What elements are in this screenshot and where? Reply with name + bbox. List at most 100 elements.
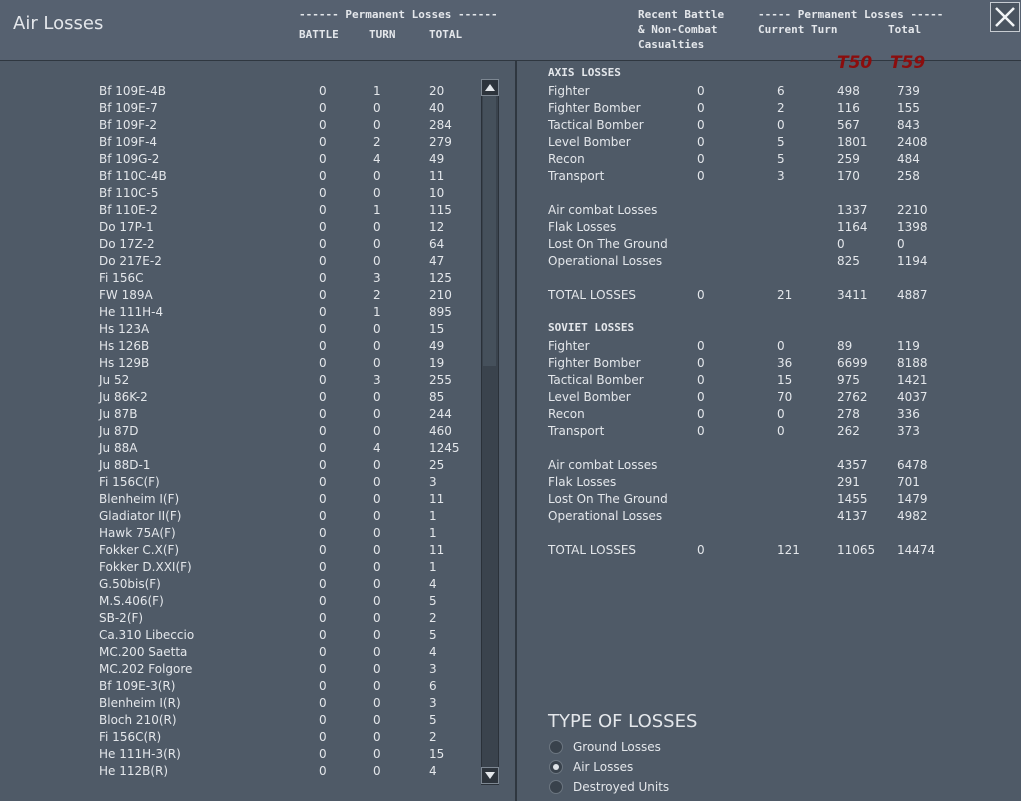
loss-count: 0 xyxy=(697,390,705,404)
loss-count: 1479 xyxy=(897,492,928,506)
loss-count: 0 xyxy=(319,526,327,540)
loss-count: 284 xyxy=(429,118,452,132)
column-group-header: ------ Permanent Losses ------ xyxy=(299,8,498,21)
loss-count: 0 xyxy=(697,152,705,166)
loss-count: 25 xyxy=(429,458,445,472)
loss-count: 278 xyxy=(837,407,860,421)
aircraft-name: Bf 109E-7 xyxy=(99,101,158,115)
category-label: Flak Losses xyxy=(548,220,617,234)
aircraft-name: M.S.406(F) xyxy=(99,594,164,608)
loss-count: 0 xyxy=(697,101,705,115)
aircraft-name: He 112B(R) xyxy=(99,764,169,778)
loss-count: 0 xyxy=(373,220,381,234)
loss-count: 0 xyxy=(697,339,705,353)
loss-count: 0 xyxy=(373,662,381,676)
scrollbar-thumb[interactable] xyxy=(483,96,496,366)
category-label: Tactical Bomber xyxy=(548,373,644,387)
loss-count: 1421 xyxy=(897,373,928,387)
loss-count: 0 xyxy=(319,730,327,744)
loss-count: 0 xyxy=(319,475,327,489)
loss-count: 0 xyxy=(777,407,785,421)
loss-count: 5 xyxy=(429,628,437,642)
category-label: Level Bomber xyxy=(548,135,631,149)
section-title: AXIS LOSSES xyxy=(548,66,621,79)
loss-count: 4 xyxy=(429,764,437,778)
scroll-up[interactable] xyxy=(481,79,499,96)
aircraft-name: Blenheim I(R) xyxy=(99,696,181,710)
column-header: BATTLE xyxy=(299,28,339,41)
loss-count: 0 xyxy=(319,696,327,710)
loss-count: 4357 xyxy=(837,458,868,472)
loss-count: 85 xyxy=(429,390,445,404)
loss-count: 3 xyxy=(373,373,381,387)
loss-count: 0 xyxy=(373,628,381,642)
aircraft-name: Bf 109G-2 xyxy=(99,152,160,166)
radio-button[interactable] xyxy=(549,760,563,774)
loss-count: 115 xyxy=(429,203,452,217)
radio-label[interactable]: Ground Losses xyxy=(573,740,661,754)
aircraft-name: Do 17P-1 xyxy=(99,220,154,234)
loss-count: 262 xyxy=(837,424,860,438)
total-count: 11065 xyxy=(837,543,876,557)
loss-count: 843 xyxy=(897,118,920,132)
aircraft-name: Ca.310 Libeccio xyxy=(99,628,195,642)
category-label: Flak Losses xyxy=(548,475,617,489)
loss-count: 0 xyxy=(697,356,705,370)
loss-count: 0 xyxy=(697,135,705,149)
loss-count: 739 xyxy=(897,84,920,98)
aircraft-name: Gladiator II(F) xyxy=(99,509,182,523)
radio-button[interactable] xyxy=(549,740,563,754)
loss-count: 0 xyxy=(697,373,705,387)
loss-count: 0 xyxy=(319,186,327,200)
loss-count: 291 xyxy=(837,475,860,489)
loss-count: 0 xyxy=(373,543,381,557)
loss-count: 0 xyxy=(373,713,381,727)
loss-count: 64 xyxy=(429,237,445,251)
loss-count: 12 xyxy=(429,220,445,234)
loss-count: 0 xyxy=(373,390,381,404)
category-label: Recon xyxy=(548,152,585,166)
category-label: Recon xyxy=(548,407,585,421)
category-label: Transport xyxy=(548,424,605,438)
loss-count: 0 xyxy=(697,424,705,438)
aircraft-name: Bf 109F-2 xyxy=(99,118,158,132)
loss-count: 6 xyxy=(429,679,437,693)
radio-label[interactable]: Destroyed Units xyxy=(573,780,670,794)
loss-count: 0 xyxy=(373,509,381,523)
loss-count: 0 xyxy=(373,254,381,268)
loss-count: 0 xyxy=(897,237,905,251)
radio-button[interactable] xyxy=(549,780,563,794)
loss-count: 170 xyxy=(837,169,860,183)
total-count: 0 xyxy=(697,288,705,302)
loss-count: 4 xyxy=(429,645,437,659)
radio-label[interactable]: Air Losses xyxy=(573,760,634,774)
column-group-header: ----- Permanent Losses ----- xyxy=(758,8,944,21)
turn-label: T59 xyxy=(890,53,926,73)
aircraft-name: Bf 109E-4B xyxy=(99,84,166,98)
loss-count: 0 xyxy=(373,118,381,132)
loss-count: 0 xyxy=(319,543,327,557)
loss-count: 0 xyxy=(319,628,327,642)
category-label: Operational Losses xyxy=(548,509,663,523)
header-bar xyxy=(0,0,1021,61)
loss-count: 895 xyxy=(429,305,452,319)
loss-count: 0 xyxy=(319,662,327,676)
aircraft-name: Bf 109F-4 xyxy=(99,135,158,149)
loss-count: 0 xyxy=(319,271,327,285)
loss-count: 0 xyxy=(319,713,327,727)
aircraft-name: Bf 110E-2 xyxy=(99,203,158,217)
loss-count: 1245 xyxy=(429,441,460,455)
loss-count: 125 xyxy=(429,271,452,285)
loss-count: 498 xyxy=(837,84,860,98)
close-button[interactable] xyxy=(990,2,1020,32)
loss-count: 0 xyxy=(837,237,845,251)
loss-count: 4 xyxy=(373,441,381,455)
scroll-down[interactable] xyxy=(481,767,499,784)
loss-count: 484 xyxy=(897,152,920,166)
loss-count: 1455 xyxy=(837,492,868,506)
loss-count: 0 xyxy=(373,356,381,370)
loss-count: 47 xyxy=(429,254,445,268)
loss-count: 4137 xyxy=(837,509,868,523)
loss-count: 3 xyxy=(429,662,437,676)
